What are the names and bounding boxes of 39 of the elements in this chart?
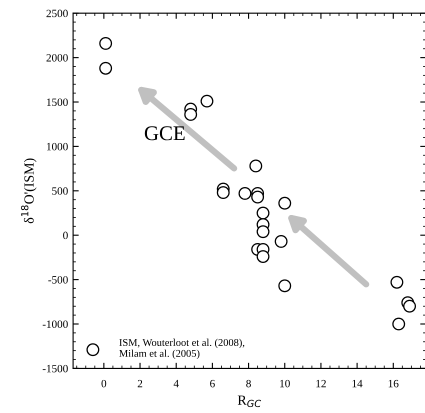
x-tick-label: 2	[138, 380, 142, 388]
y-tick-label: 2500	[46, 10, 68, 18]
x-axis-title: R$_{GC}$	[238, 396, 262, 408]
y-tick-label: 500	[52, 187, 68, 195]
point	[99, 62, 112, 75]
point	[251, 190, 264, 204]
x-tick-label: 16	[388, 380, 399, 388]
legend-label: ISM, Wouterloot et al. (2008), Milam et al. (2005)	[119, 338, 244, 360]
y-tick-label: 0	[63, 232, 68, 240]
point	[278, 279, 292, 292]
point	[403, 300, 416, 313]
point	[256, 206, 270, 220]
x-tick-label: 10	[280, 380, 290, 388]
x-tick-label: 4	[174, 380, 179, 388]
point	[256, 250, 270, 263]
x-tick-label: 0	[102, 380, 106, 388]
y-tick-label: 1500	[46, 98, 68, 106]
y-axis-title: δ$^{18}$O'(ISM)	[21, 158, 37, 224]
x-tick-label: 14	[352, 380, 362, 388]
x-tick-label: 12	[316, 380, 326, 388]
point	[99, 36, 112, 50]
point	[274, 234, 288, 248]
y-tick-label: 1000	[46, 142, 68, 150]
point	[256, 225, 270, 238]
x-tick-label: 6	[210, 380, 215, 388]
y-tick-label: -1500	[42, 364, 68, 372]
y-tick-label: 2000	[46, 54, 68, 62]
point	[278, 196, 292, 210]
point	[392, 318, 406, 330]
annotation: GCE	[144, 126, 185, 140]
y-tick-label: -1000	[42, 320, 68, 328]
point	[216, 186, 230, 200]
y-tick-label: -500	[48, 276, 68, 284]
point	[249, 160, 262, 172]
point	[390, 276, 404, 289]
x-tick-label: 8	[246, 380, 251, 388]
point	[238, 187, 252, 200]
point	[200, 94, 214, 108]
point	[184, 108, 198, 121]
